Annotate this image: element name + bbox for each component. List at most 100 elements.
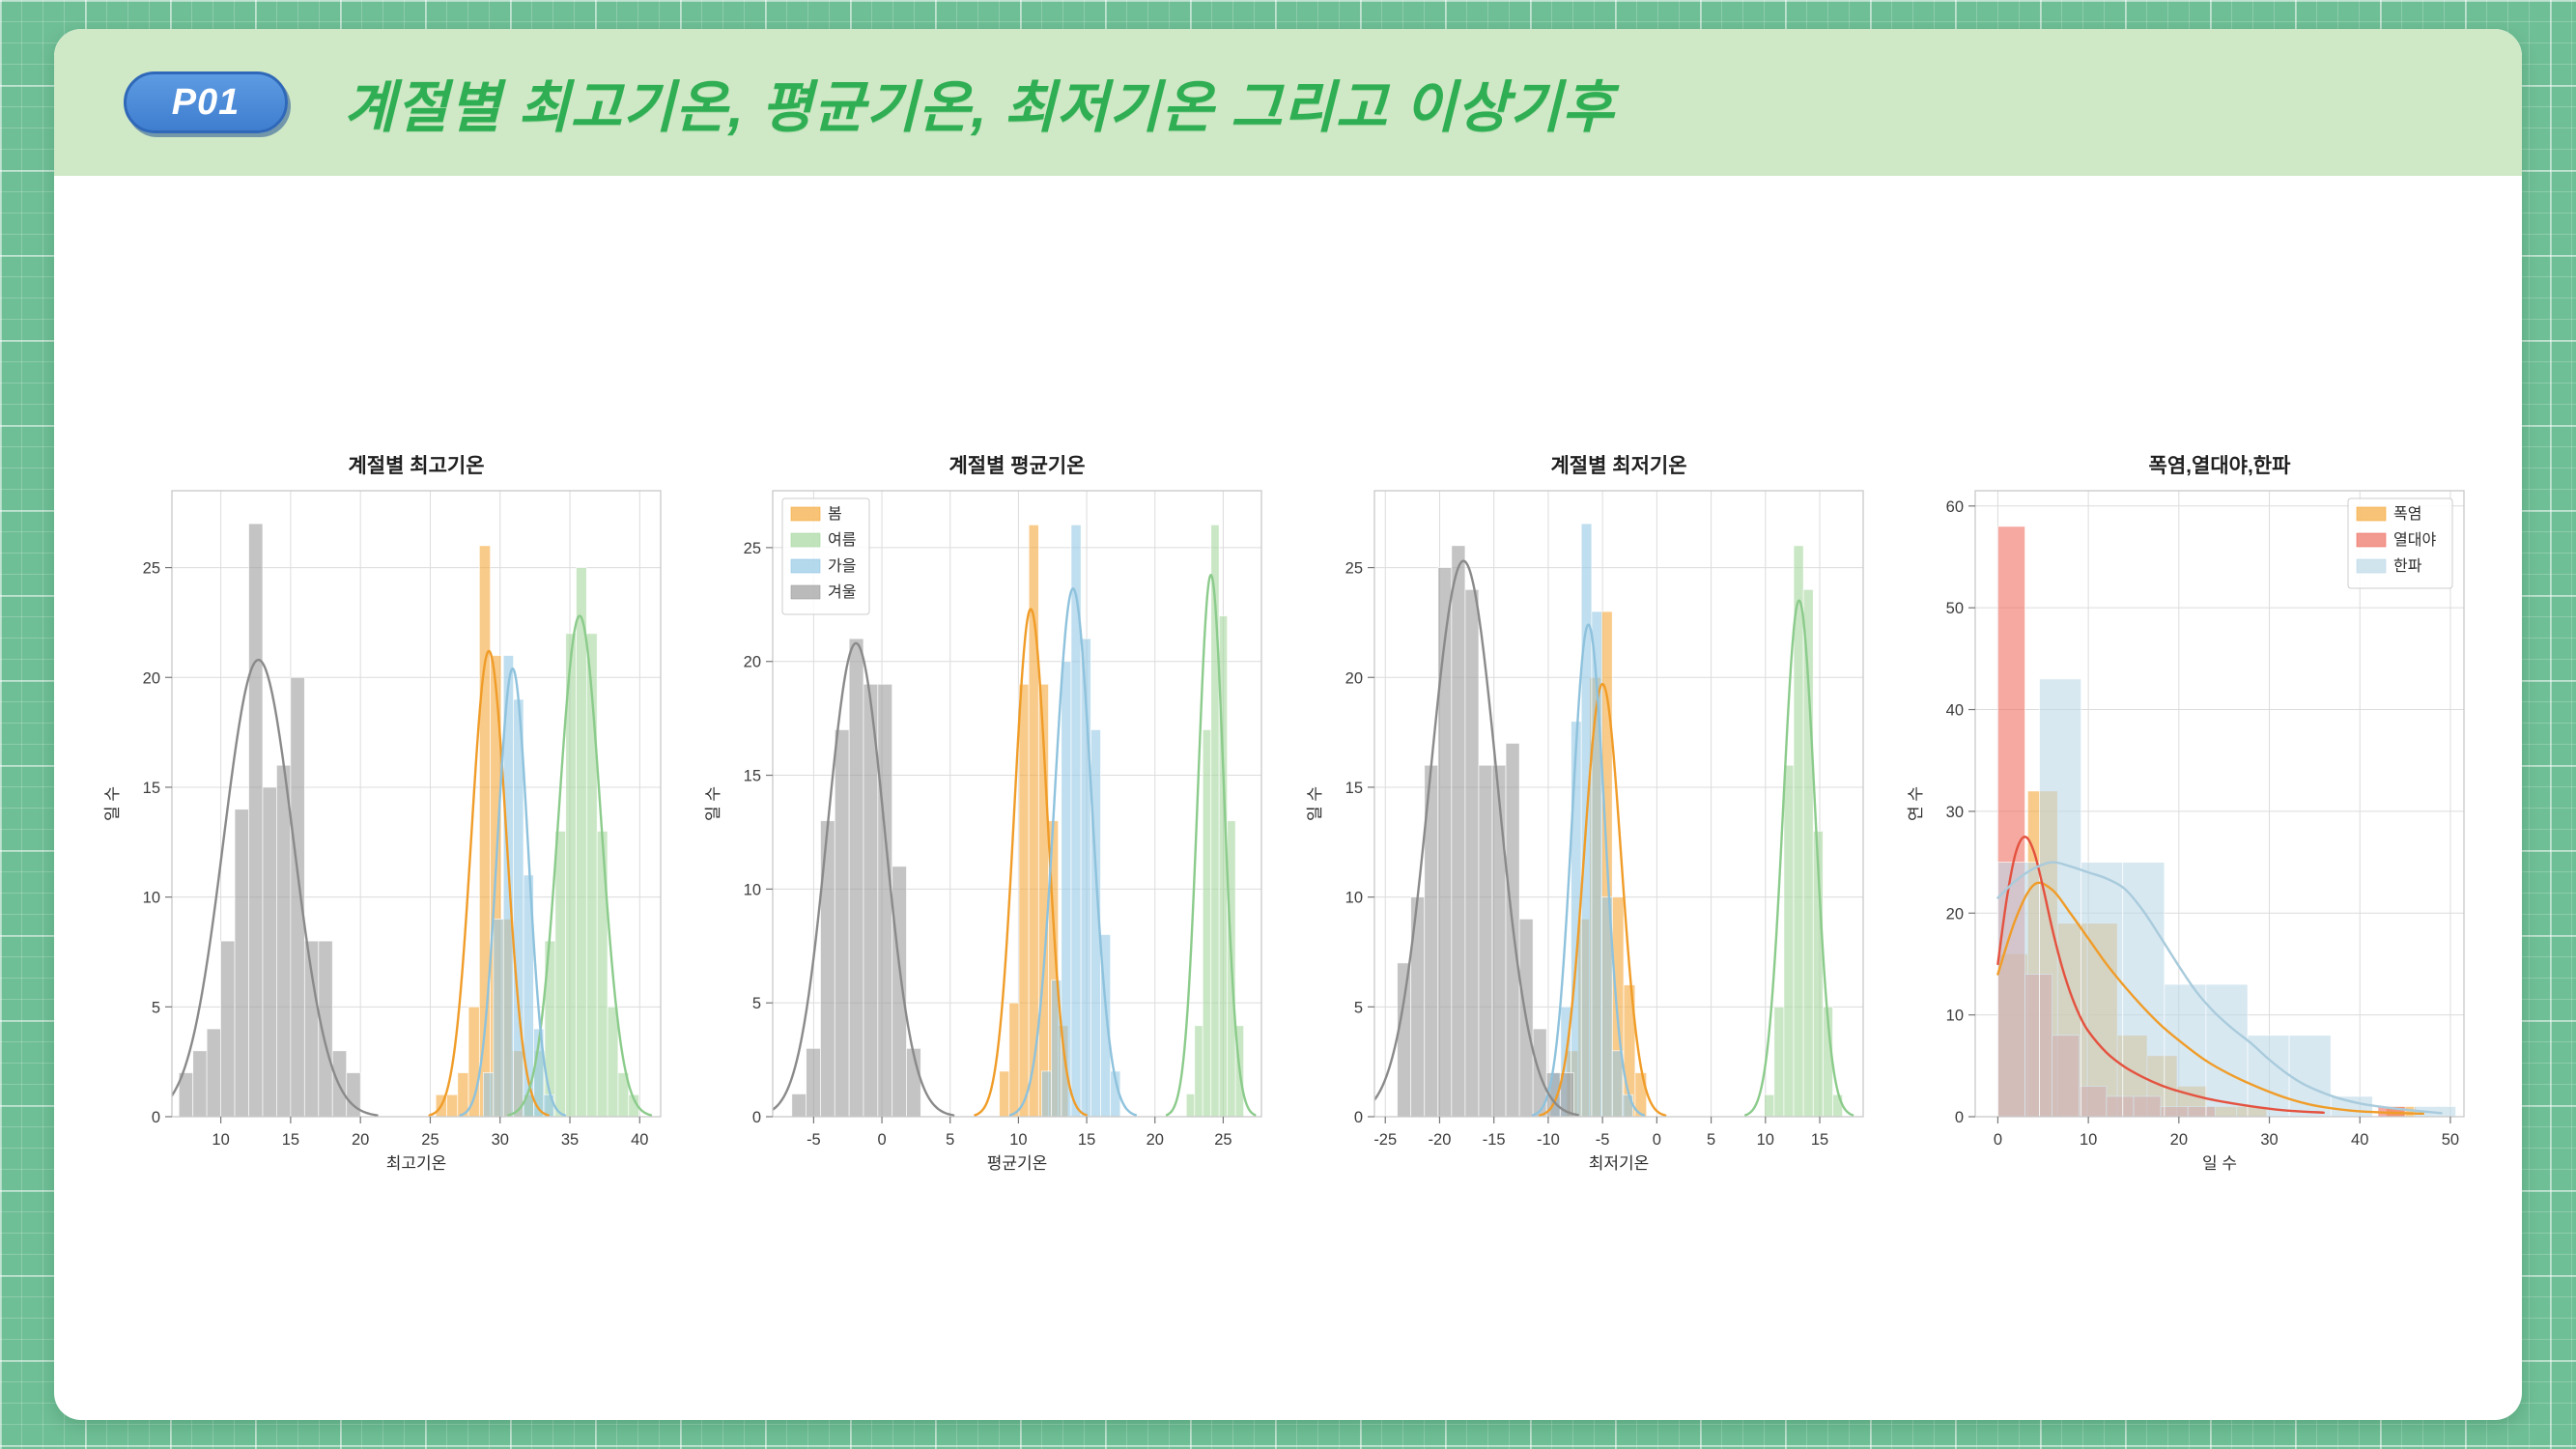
svg-text:10: 10 <box>2080 1131 2097 1149</box>
kde-curve <box>1743 599 1854 1117</box>
slide-card: P01 계절별 최고기온, 평균기온, 최저기온 그리고 이상기후 10 15 20… <box>54 29 2522 1420</box>
svg-text:-5: -5 <box>807 1131 821 1149</box>
y-axis-label: 일 수 <box>103 786 122 821</box>
y-axis-label: 일 수 <box>704 786 722 821</box>
svg-text:-15: -15 <box>1482 1131 1505 1149</box>
svg-text:10: 10 <box>143 890 160 907</box>
svg-text:10: 10 <box>1945 1008 1963 1025</box>
chart-title: 계절별 평균기온 <box>949 455 1086 477</box>
legend-label: 봄 <box>828 506 842 523</box>
svg-text:15: 15 <box>1810 1131 1827 1149</box>
svg-text:30: 30 <box>1945 804 1963 821</box>
svg-text:20: 20 <box>1146 1131 1164 1149</box>
chart-title: 폭염,열대야,한파 <box>2148 455 2291 477</box>
y-axis-label: 연 수 <box>1907 786 1925 821</box>
svg-text:-20: -20 <box>1428 1131 1451 1149</box>
kde-curve <box>1996 836 2325 1114</box>
svg-text:20: 20 <box>1945 905 1963 923</box>
kde-curve <box>1996 861 2443 1115</box>
chart-extreme-weather: 0 10 20 30 40 50 0 10 20 30 40 50 60 폭염,열대야,한파 일 수 연 수 폭… <box>1899 446 2479 1180</box>
x-axis-label: 일 수 <box>2202 1154 2237 1173</box>
svg-text:40: 40 <box>631 1131 648 1149</box>
kde-curve <box>1009 587 1138 1117</box>
svg-text:0: 0 <box>1652 1131 1660 1149</box>
legend-label: 가을 <box>828 557 856 575</box>
svg-text:-10: -10 <box>1537 1131 1560 1149</box>
svg-text:50: 50 <box>2442 1131 2459 1149</box>
svg-text:0: 0 <box>1994 1131 2002 1149</box>
kde-curve <box>459 667 567 1117</box>
page-number-badge: P01 <box>124 71 288 133</box>
legend-label: 겨울 <box>828 583 856 601</box>
slide-header: P01 계절별 최고기온, 평균기온, 최저기온 그리고 이상기후 <box>54 29 2522 176</box>
svg-text:30: 30 <box>2260 1131 2278 1149</box>
svg-text:0: 0 <box>752 1109 761 1126</box>
svg-text:20: 20 <box>143 669 160 687</box>
svg-text:20: 20 <box>744 654 761 671</box>
svg-text:60: 60 <box>1945 498 1963 516</box>
kde-curve <box>773 641 955 1117</box>
svg-text:5: 5 <box>1353 999 1362 1016</box>
kde-curve <box>974 608 1089 1117</box>
svg-text:0: 0 <box>152 1109 160 1126</box>
chart-svg: 0 10 20 30 40 50 0 10 20 30 40 50 60 폭염,열대야,한파일 수 연 수 폭… <box>1907 455 2465 1173</box>
svg-text:25: 25 <box>143 560 160 578</box>
y-axis-label: 일 수 <box>1306 786 1324 821</box>
svg-text:50: 50 <box>1945 600 1963 617</box>
kde-curve <box>1531 623 1645 1117</box>
svg-text:40: 40 <box>2351 1131 2368 1149</box>
chart-min-temp: -25 -20 -15 -10 -5 0 5 10 15 0 5 10 15 20 25 계절별 최저기온 최저… <box>1298 446 1879 1180</box>
kde-curve <box>1166 573 1257 1117</box>
chart-avg-temp: -5 0 5 10 15 20 25 0 5 10 15 20 25 계절별 평균기온 평균기온 일 수 봄 여름… <box>697 446 1278 1180</box>
legend-label: 폭염 <box>2393 505 2421 523</box>
x-axis-label: 최저기온 <box>1588 1154 1649 1173</box>
x-axis-label: 평균기온 <box>987 1154 1048 1173</box>
legend-label: 한파 <box>2393 557 2422 575</box>
legend-label: 열대야 <box>2393 531 2436 549</box>
kde-curve <box>1996 881 2424 1116</box>
svg-text:5: 5 <box>947 1131 955 1149</box>
svg-text:20: 20 <box>1345 669 1362 687</box>
svg-text:5: 5 <box>1707 1131 1715 1149</box>
svg-text:-5: -5 <box>1595 1131 1609 1149</box>
svg-text:25: 25 <box>1215 1131 1232 1149</box>
slide-title: 계절별 최고기온, 평균기온, 최저기온 그리고 이상기후 <box>344 76 1615 139</box>
svg-text:15: 15 <box>143 780 160 797</box>
svg-text:10: 10 <box>1756 1131 1773 1149</box>
legend-label: 여름 <box>828 531 856 549</box>
kde-curve <box>507 614 653 1117</box>
svg-text:10: 10 <box>1345 890 1362 907</box>
svg-text:25: 25 <box>421 1131 439 1149</box>
svg-text:10: 10 <box>212 1131 230 1149</box>
svg-text:20: 20 <box>352 1131 369 1149</box>
svg-text:25: 25 <box>1345 560 1362 578</box>
kde-curve <box>1373 559 1579 1117</box>
svg-text:20: 20 <box>2169 1131 2187 1149</box>
svg-text:15: 15 <box>1078 1131 1095 1149</box>
svg-text:10: 10 <box>1010 1131 1028 1149</box>
svg-text:35: 35 <box>561 1131 579 1149</box>
svg-text:0: 0 <box>878 1131 887 1149</box>
chart-title: 계절별 최고기온 <box>349 455 485 477</box>
svg-text:5: 5 <box>752 995 761 1012</box>
chart-title: 계절별 최저기온 <box>1550 455 1686 477</box>
kde-curve <box>172 658 379 1117</box>
page-number-label: P01 <box>171 81 241 123</box>
svg-text:30: 30 <box>492 1131 509 1149</box>
x-axis-label: 최고기온 <box>386 1154 447 1173</box>
svg-text:0: 0 <box>1955 1109 1964 1126</box>
svg-text:15: 15 <box>1345 780 1362 797</box>
chart-svg: -25 -20 -15 -10 -5 0 5 10 15 0 5 10 15 20 25 계절별 최저기온최저… <box>1306 455 1864 1173</box>
svg-text:25: 25 <box>744 540 761 557</box>
svg-text:5: 5 <box>152 999 160 1016</box>
kde-curve <box>1538 682 1666 1117</box>
kde-curve <box>428 649 551 1117</box>
svg-text:15: 15 <box>282 1131 299 1149</box>
svg-text:-25: -25 <box>1373 1131 1397 1149</box>
